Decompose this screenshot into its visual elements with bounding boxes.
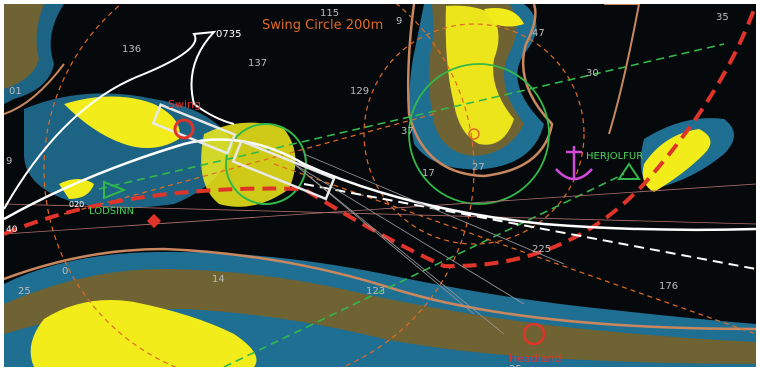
predicted-track: [303, 183, 756, 270]
headland-label: Headland: [509, 352, 562, 365]
depth-sounding: 30: [586, 68, 599, 79]
own-track-loop: [4, 30, 235, 210]
coastline-bottom: [4, 247, 756, 331]
bearing-line-thin-2: [4, 183, 756, 235]
bearing-line-green-1: [98, 43, 725, 190]
vessel-outline-current: [231, 139, 336, 201]
depth-sounding: 129: [350, 86, 369, 97]
green-range-circle: [408, 63, 550, 205]
coastline-right: [604, 4, 641, 135]
swing-circle-island: [363, 23, 585, 245]
vessel-outline-history: [151, 103, 237, 155]
vessel-time-label: 0735: [216, 29, 241, 40]
anchor-icon: [555, 146, 593, 181]
radar-left: [64, 96, 180, 148]
radar-right: [642, 129, 711, 192]
radar-left-small: [59, 179, 94, 199]
herjolfur-label: HERJOLFUR: [586, 151, 643, 162]
bearing-line-orange-2: [273, 163, 756, 335]
bearing-line-green-2: [223, 173, 625, 367]
island-beacon: [468, 128, 480, 140]
depth-sounding: 27: [472, 162, 485, 173]
depth-sounding: 123: [366, 286, 385, 297]
radar-bottom: [30, 300, 257, 367]
land-top-left-inner: [4, 4, 44, 89]
swing-marker: [173, 118, 195, 140]
hazard-marker: [146, 213, 162, 229]
depth-sounding: 37: [401, 126, 414, 137]
bearing-line-thin-1: [4, 203, 756, 225]
radar-island-top: [484, 8, 524, 27]
soundings-code: 020: [69, 200, 84, 209]
depth-sounding: 25: [18, 286, 31, 297]
depth-sounding: 115: [320, 8, 339, 19]
own-track-main: [4, 138, 756, 232]
depth-sounding: 225: [532, 244, 551, 255]
depth-sounding: 47: [532, 28, 545, 39]
lodsinn-label: LODSINN: [89, 206, 134, 217]
coastline-island: [406, 4, 554, 178]
planned-route: [4, 4, 756, 269]
fan-lines: [293, 153, 565, 335]
coastline-left: [4, 63, 65, 115]
depth-sounding: 137: [248, 58, 267, 69]
bearing-line-orange-1: [63, 113, 435, 215]
chart-canvas[interactable]: Swing Circle 200m 0735 Swing LODSINN HER…: [4, 4, 756, 367]
depth-sounding: 0: [62, 266, 68, 277]
nautical-chart-view[interactable]: Swing Circle 200m 0735 Swing LODSINN HER…: [4, 4, 756, 367]
depth-sounding: 176: [659, 281, 678, 292]
herjolfur-triangle-icon: [617, 162, 641, 180]
depth-sounding: 25: [509, 364, 522, 367]
depth-sounding: 14: [212, 274, 225, 285]
depth-sounding: 9: [6, 156, 12, 167]
headland-marker: [522, 322, 546, 346]
depth-sounding: 136: [122, 44, 141, 55]
swing-label: Swing: [168, 98, 201, 111]
depth-sounding: 35: [716, 12, 729, 23]
depth-sounding: 17: [422, 168, 435, 179]
swing-circle-title: Swing Circle 200m: [262, 18, 383, 33]
lodsinn-triangle-icon: [103, 180, 127, 200]
swing-circle-large: [43, 4, 475, 367]
radar-island: [445, 5, 514, 145]
depth-sounding: 40: [6, 225, 18, 235]
depth-sounding: 9: [396, 16, 402, 27]
depth-sounding: 01: [9, 86, 22, 97]
